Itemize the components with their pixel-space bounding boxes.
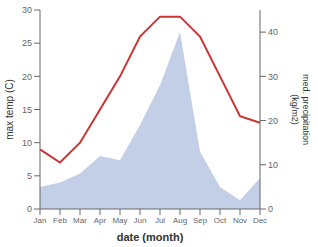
svg-text:5: 5 [27, 171, 32, 181]
svg-text:20: 20 [268, 116, 278, 126]
svg-text:Mar: Mar [73, 216, 87, 225]
svg-text:date (month): date (month) [117, 231, 184, 243]
svg-text:25: 25 [22, 38, 32, 48]
svg-text:30: 30 [268, 72, 278, 82]
svg-text:Apr: Apr [94, 216, 107, 225]
svg-text:Jul: Jul [155, 216, 165, 225]
svg-text:med. precipitation(kg/m2): med. precipitation(kg/m2) [290, 74, 311, 145]
svg-text:0: 0 [27, 204, 32, 214]
svg-text:Feb: Feb [53, 216, 67, 225]
svg-text:10: 10 [268, 160, 278, 170]
svg-text:15: 15 [22, 105, 32, 115]
svg-text:Aug: Aug [173, 216, 187, 225]
svg-text:40: 40 [268, 27, 278, 37]
svg-text:10: 10 [22, 138, 32, 148]
svg-text:Dec: Dec [253, 216, 267, 225]
svg-text:30: 30 [22, 5, 32, 15]
svg-text:Nov: Nov [233, 216, 247, 225]
svg-text:Oct: Oct [214, 216, 227, 225]
svg-text:0: 0 [268, 204, 273, 214]
svg-text:Jun: Jun [134, 216, 147, 225]
svg-text:Jan: Jan [34, 216, 47, 225]
svg-text:20: 20 [22, 72, 32, 82]
svg-text:May: May [112, 216, 127, 225]
svg-text:max temp (C): max temp (C) [8, 79, 15, 140]
svg-text:Sep: Sep [193, 216, 208, 225]
